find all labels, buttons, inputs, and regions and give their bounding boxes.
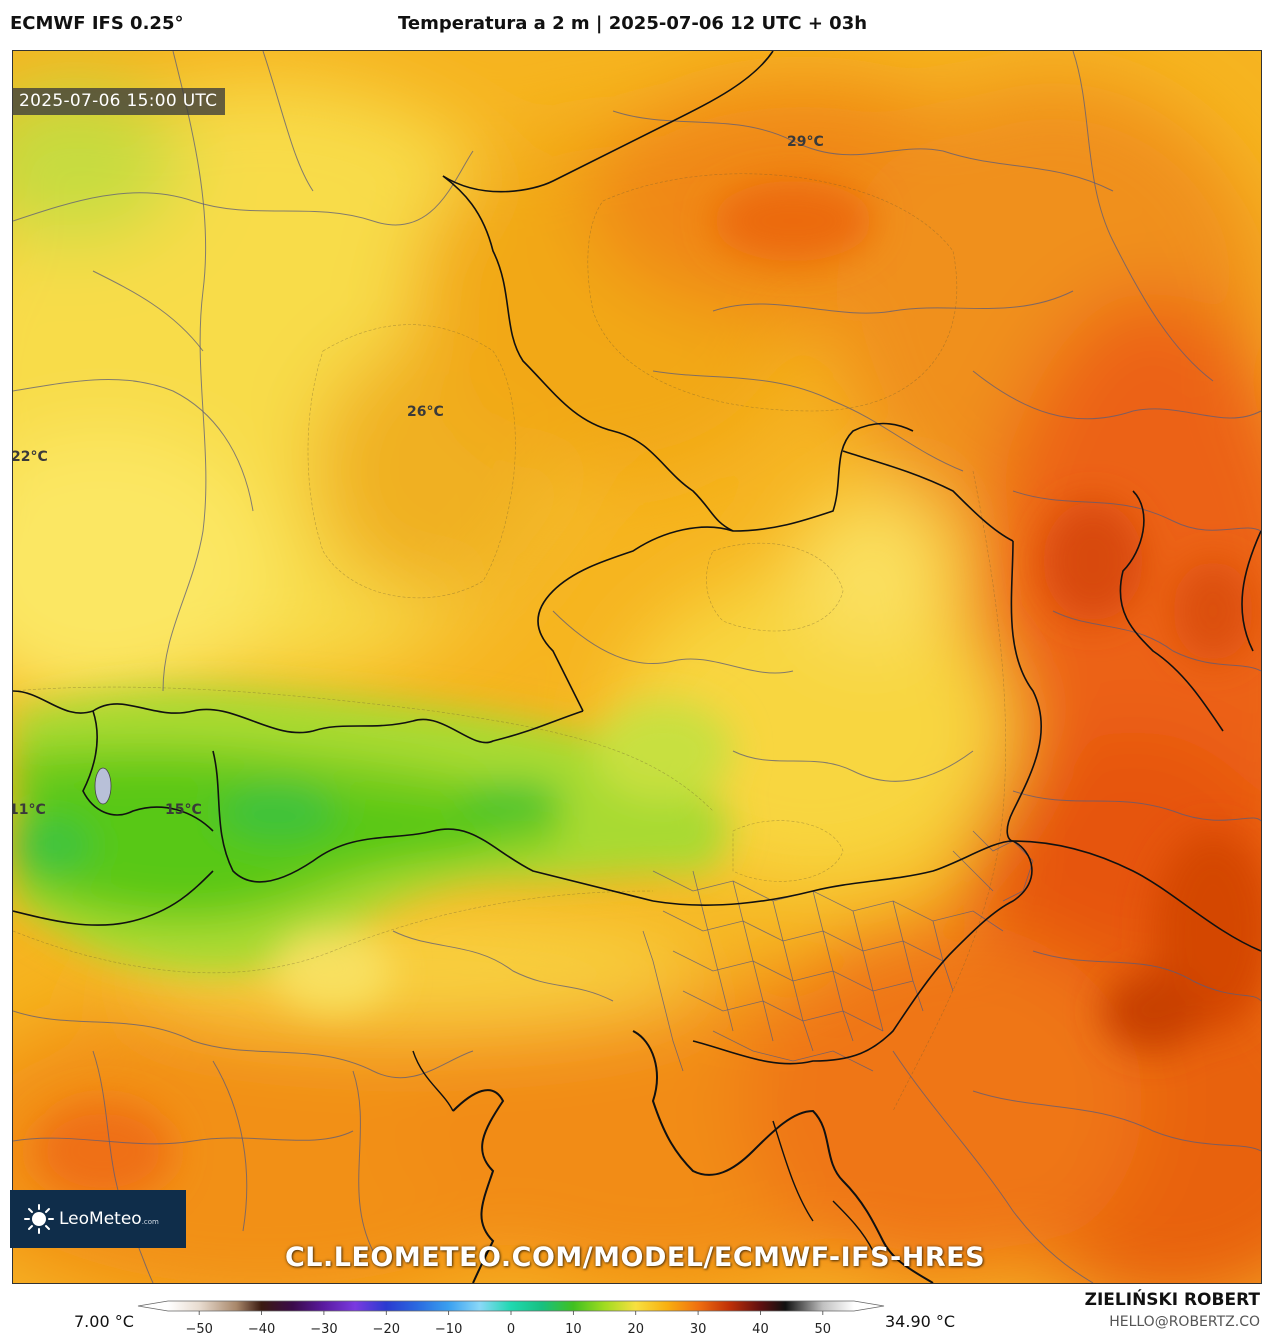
colorbar-tick-label: 0 xyxy=(507,1322,515,1337)
sun-icon xyxy=(24,1204,54,1234)
legend-max-value: 34.90 °C xyxy=(885,1312,956,1331)
temperature-map[interactable]: 29°C 26°C 22°C 11°C 15°C xyxy=(12,50,1262,1284)
colorbar-tick-label: −20 xyxy=(373,1322,400,1337)
temp-label-29: 29°C xyxy=(787,134,824,150)
logo-text: LeoMeteo.com xyxy=(59,1209,159,1229)
colorbar-tick-label: 50 xyxy=(815,1322,832,1337)
author-name: ZIELIŃSKI ROBERT xyxy=(1084,1290,1260,1310)
lake xyxy=(94,767,112,805)
isotherm-lines xyxy=(13,173,1006,1112)
colorbar-svg: −50 −40 −30 −20 −10 0 10 20 30 40 50 xyxy=(137,1300,885,1337)
colorbar-tick-label: −50 xyxy=(185,1322,212,1337)
temp-label-15: 15°C xyxy=(165,802,202,818)
leometeo-logo[interactable]: LeoMeteo.com xyxy=(10,1190,186,1248)
temperature-field xyxy=(13,81,1261,1283)
temperature-map-svg: 29°C 26°C 22°C 11°C 15°C xyxy=(13,51,1261,1283)
colorbar-tick-label: 30 xyxy=(690,1322,707,1337)
colorbar-tick-label: −40 xyxy=(248,1322,275,1337)
chart-title: Temperatura a 2 m | 2025-07-06 12 UTC + … xyxy=(398,13,868,34)
country-borders xyxy=(13,51,1261,1283)
colorbar-tick-label: −30 xyxy=(310,1322,337,1337)
temp-label-11: 11°C xyxy=(13,802,46,818)
colorbar-tick-label: −10 xyxy=(435,1322,462,1337)
alpine-cold-band xyxy=(13,687,733,1011)
model-url-watermark: CL.LEOMETEO.COM/MODEL/ECMWF-IFS-HRES xyxy=(284,1242,986,1273)
hot-spots xyxy=(33,181,1261,1201)
regional-borders xyxy=(13,51,1261,1283)
temp-label-26: 26°C xyxy=(407,404,444,420)
valid-time-badge: 2025-07-06 15:00 UTC xyxy=(12,88,226,115)
temp-label-22: 22°C xyxy=(13,449,48,465)
colorbar-tick-label: 10 xyxy=(565,1322,582,1337)
colorbar-tick-label: 20 xyxy=(627,1322,644,1337)
temperature-colorbar: −50 −40 −30 −20 −10 0 10 20 30 40 50 xyxy=(136,1299,886,1343)
colorbar-gradient xyxy=(137,1300,885,1312)
author-email[interactable]: HELLO@ROBERTZ.CO xyxy=(1109,1314,1260,1330)
legend-min-value: 7.00 °C xyxy=(74,1312,134,1331)
colorbar-tick-label: 40 xyxy=(752,1322,769,1337)
model-title: ECMWF IFS 0.25° xyxy=(10,13,184,34)
